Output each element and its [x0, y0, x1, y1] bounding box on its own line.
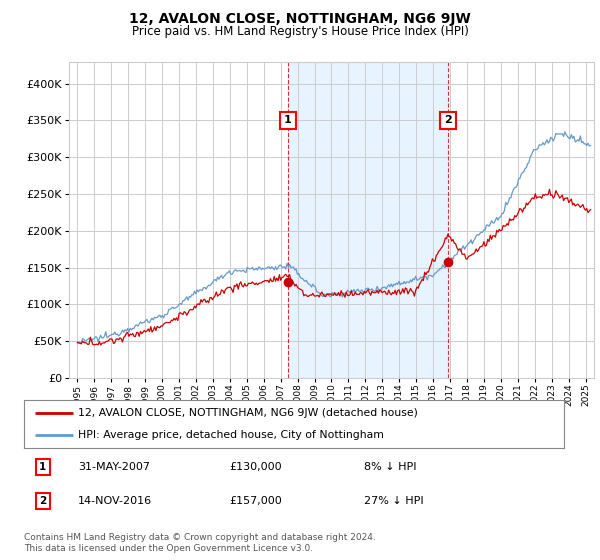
Text: £130,000: £130,000 — [229, 462, 282, 472]
Text: 12, AVALON CLOSE, NOTTINGHAM, NG6 9JW: 12, AVALON CLOSE, NOTTINGHAM, NG6 9JW — [129, 12, 471, 26]
Text: 1: 1 — [284, 115, 292, 125]
Text: 1: 1 — [39, 462, 47, 472]
Text: 2: 2 — [39, 496, 47, 506]
Text: HPI: Average price, detached house, City of Nottingham: HPI: Average price, detached house, City… — [78, 430, 384, 440]
Text: 8% ↓ HPI: 8% ↓ HPI — [364, 462, 416, 472]
Bar — [288, 62, 448, 378]
Text: 31-MAY-2007: 31-MAY-2007 — [78, 462, 150, 472]
Text: 14-NOV-2016: 14-NOV-2016 — [78, 496, 152, 506]
Text: Price paid vs. HM Land Registry's House Price Index (HPI): Price paid vs. HM Land Registry's House … — [131, 25, 469, 38]
Text: £157,000: £157,000 — [229, 496, 282, 506]
Text: 12, AVALON CLOSE, NOTTINGHAM, NG6 9JW (detached house): 12, AVALON CLOSE, NOTTINGHAM, NG6 9JW (d… — [78, 408, 418, 418]
Text: 27% ↓ HPI: 27% ↓ HPI — [364, 496, 424, 506]
Text: Contains HM Land Registry data © Crown copyright and database right 2024.
This d: Contains HM Land Registry data © Crown c… — [24, 533, 376, 553]
Text: 2: 2 — [444, 115, 452, 125]
